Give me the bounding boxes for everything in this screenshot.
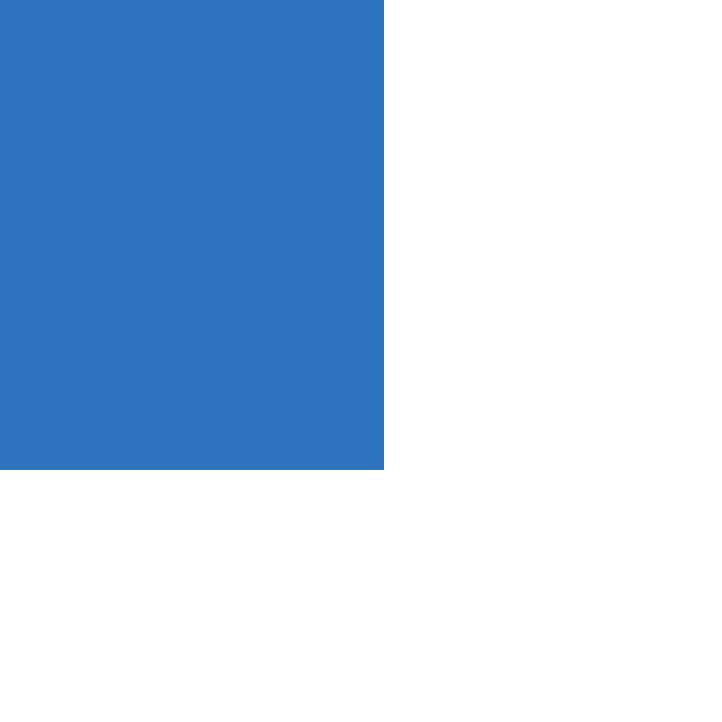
blue-filled-rectangle bbox=[0, 0, 384, 470]
